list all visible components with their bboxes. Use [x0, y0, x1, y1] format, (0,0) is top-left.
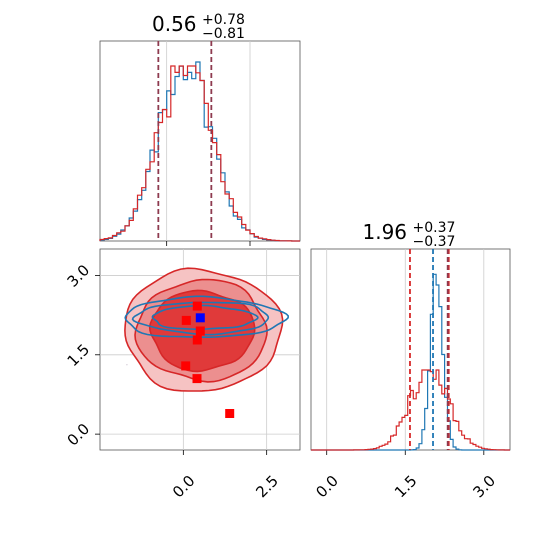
title-upper-error: +0.37 [413, 220, 456, 236]
sample-point [126, 364, 128, 366]
red-marker [192, 374, 202, 384]
panel-title: 0.56 +0.78−0.81 [152, 12, 245, 42]
red-marker [192, 301, 202, 311]
blue-contour-level [131, 301, 270, 336]
blue-contour-level [151, 304, 259, 330]
blue-contour-level [124, 295, 290, 338]
param2-histogram-panel: 0.0 1.5 3.0 1.96 +0.37−0.37 [310, 220, 511, 502]
y-tick-label: 0.0 [64, 420, 94, 450]
panel-frame [99, 40, 301, 242]
histogram-series [311, 369, 510, 451]
title-upper-error: +0.78 [202, 12, 245, 28]
red-marker [195, 326, 205, 336]
title-value: 0.56 [152, 12, 197, 36]
title-value: 1.96 [363, 220, 408, 244]
title-lower-error: −0.81 [202, 26, 245, 42]
title-lower-error: −0.37 [413, 234, 456, 250]
red-marker [181, 315, 191, 325]
red-marker [192, 335, 202, 345]
joint-contour-panel: 0.0 2.5 0.0 1.5 3.0 [64, 248, 301, 502]
param1-histogram-panel: 0.56 +0.78−0.81 [99, 12, 301, 246]
x-tick-label: 0.0 [312, 472, 342, 502]
panel-title: 1.96 +0.37−0.37 [363, 220, 456, 250]
histogram-series [99, 61, 300, 242]
histogram-series [99, 65, 300, 242]
x-tick-label: 1.5 [391, 472, 421, 502]
y-tick-label: 3.0 [64, 261, 94, 291]
red-marker [225, 409, 235, 418]
red-marker [181, 361, 191, 371]
panel-frame [99, 248, 301, 451]
x-tick-label: 3.0 [469, 472, 499, 502]
x-tick-label: 0.0 [169, 472, 199, 502]
y-tick-label: 1.5 [64, 340, 94, 370]
blue-marker [195, 313, 205, 323]
x-tick-label: 2.5 [252, 472, 282, 502]
